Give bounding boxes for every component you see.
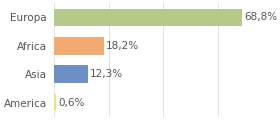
- Text: 18,2%: 18,2%: [106, 41, 139, 51]
- Text: 68,8%: 68,8%: [244, 12, 277, 22]
- Bar: [54, 37, 104, 55]
- Bar: [54, 9, 242, 26]
- Text: 0,6%: 0,6%: [58, 98, 85, 108]
- Bar: [54, 94, 56, 111]
- Bar: [54, 65, 88, 83]
- Text: 12,3%: 12,3%: [90, 69, 123, 79]
